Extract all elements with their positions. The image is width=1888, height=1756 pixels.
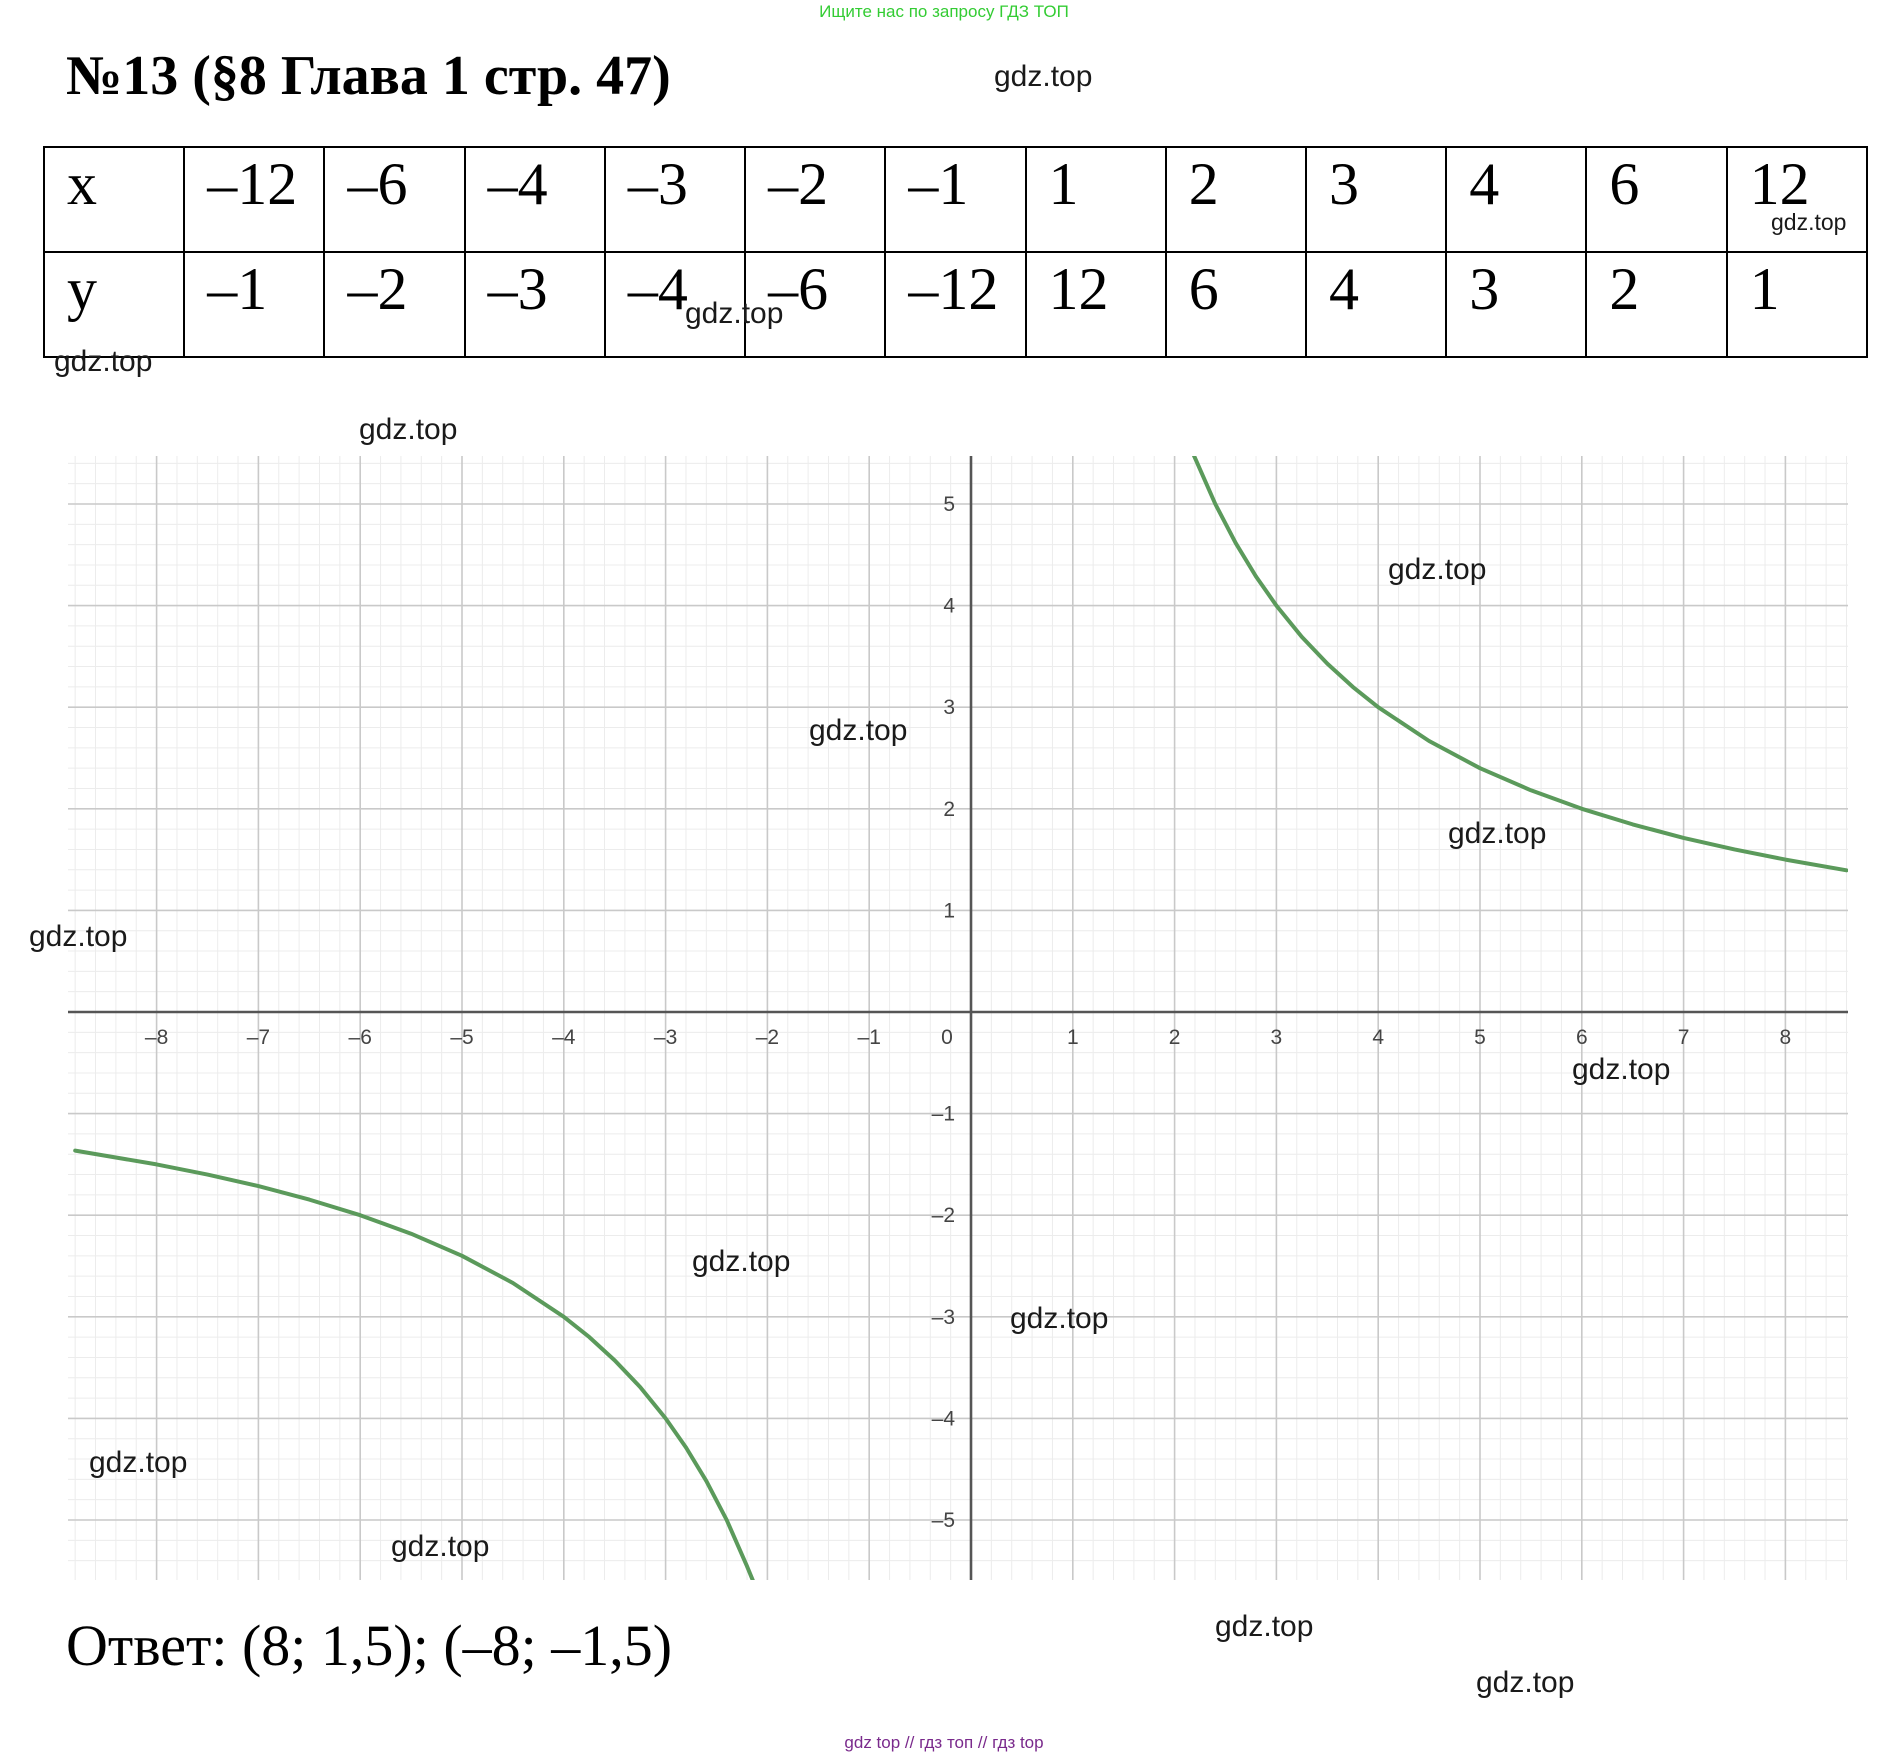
y-tick-label: 3	[943, 696, 955, 719]
table-row-y: y –1 –2 –3 –4 –6 –12 12 6 4 3 2 1	[42, 251, 1869, 358]
hyperbola-branch-positive	[1191, 456, 1848, 873]
table-cell: 2	[1164, 146, 1307, 253]
x-tick-label: 2	[1169, 1026, 1181, 1049]
table-cell: 6	[1585, 146, 1728, 253]
table-cell: 2	[1585, 251, 1728, 358]
x-tick-label: 0	[941, 1026, 953, 1049]
watermark: gdz.top	[685, 297, 784, 330]
y-tick-label: 1	[943, 899, 955, 922]
table-cell: –12	[884, 251, 1027, 358]
hyperbola-branch-negative	[73, 1148, 755, 1580]
table-cell: –1	[183, 251, 326, 358]
watermark: gdz.top	[1010, 1302, 1109, 1335]
watermark: gdz.top	[1215, 1610, 1314, 1643]
watermark: gdz.top	[54, 345, 153, 378]
x-tick-label: –6	[349, 1026, 372, 1049]
y-tick-label: –1	[932, 1103, 955, 1126]
x-tick-label: 7	[1678, 1026, 1690, 1049]
table-cell: 1	[1024, 146, 1167, 253]
watermark: gdz.top	[391, 1530, 490, 1563]
y-tick-label: –5	[932, 1509, 955, 1532]
x-tick-label: 8	[1780, 1026, 1792, 1049]
watermark: gdz.top	[1388, 553, 1487, 586]
x-tick-label: 5	[1474, 1026, 1486, 1049]
table-cell: 3	[1304, 146, 1448, 253]
table-cell: 4	[1445, 146, 1588, 253]
page-title: №13 (§8 Глава 1 стр. 47)	[66, 45, 671, 107]
table-cell: –2	[744, 146, 887, 253]
watermark: gdz.top	[1572, 1053, 1671, 1086]
watermark: gdz.top	[1771, 209, 1847, 235]
watermark: gdz.top	[29, 920, 128, 953]
x-tick-label: –5	[450, 1026, 473, 1049]
y-tick-label: 4	[943, 595, 955, 618]
bottom-banner[interactable]: gdz top // гдз топ // гдз top	[844, 1733, 1044, 1752]
x-tick-label: –1	[858, 1026, 881, 1049]
watermark: gdz.top	[809, 714, 908, 747]
x-tick-label: 4	[1372, 1026, 1384, 1049]
table-row-x: x –12 –6 –4 –3 –2 –1 1 2 3 4 6 12	[42, 146, 1869, 253]
table-cell: –12	[183, 146, 326, 253]
y-tick-label: –4	[932, 1407, 956, 1430]
x-tick-label: –8	[145, 1026, 168, 1049]
watermark: gdz.top	[359, 413, 458, 446]
table-header-x: x	[42, 146, 186, 253]
x-tick-label: 1	[1067, 1026, 1079, 1049]
watermark: gdz.top	[692, 1245, 791, 1278]
table-cell: –6	[323, 146, 466, 253]
x-tick-label: –4	[552, 1026, 576, 1049]
table-cell: –3	[463, 251, 606, 358]
table-cell: 3	[1445, 251, 1588, 358]
table-cell: 12	[1024, 251, 1167, 358]
table-cell: 6	[1164, 251, 1307, 358]
table-cell: –1	[884, 146, 1027, 253]
x-tick-label: –3	[654, 1026, 677, 1049]
x-tick-label: –7	[247, 1026, 270, 1049]
table-cell: –4	[463, 146, 606, 253]
watermark: gdz.top	[1476, 1666, 1575, 1699]
table-cell: –2	[323, 251, 466, 358]
table-cell: 1	[1725, 251, 1869, 358]
table-cell: –3	[603, 146, 747, 253]
table-header-y: y	[42, 251, 186, 358]
x-tick-label: –2	[756, 1026, 779, 1049]
values-table: x –12 –6 –4 –3 –2 –1 1 2 3 4 6 12 y –1 –…	[42, 146, 1869, 358]
table-cell: 4	[1304, 251, 1448, 358]
watermark: gdz.top	[1448, 817, 1547, 850]
top-banner[interactable]: Ищите нас по запросу ГДЗ ТОП	[819, 2, 1069, 21]
watermark: gdz.top	[994, 60, 1093, 93]
table-cell: –6	[744, 251, 887, 358]
x-tick-label: 3	[1271, 1026, 1283, 1049]
answer-text: Ответ: (8; 1,5); (–8; –1,5)	[66, 1613, 673, 1678]
x-tick-label: 6	[1576, 1026, 1588, 1049]
table-cell: 12	[1725, 146, 1869, 253]
y-tick-label: 2	[943, 798, 955, 821]
y-tick-label: –3	[932, 1306, 955, 1329]
watermark: gdz.top	[89, 1446, 188, 1479]
y-tick-label: 5	[943, 493, 955, 516]
table-cell: –4	[603, 251, 747, 358]
y-tick-label: –2	[932, 1204, 955, 1227]
